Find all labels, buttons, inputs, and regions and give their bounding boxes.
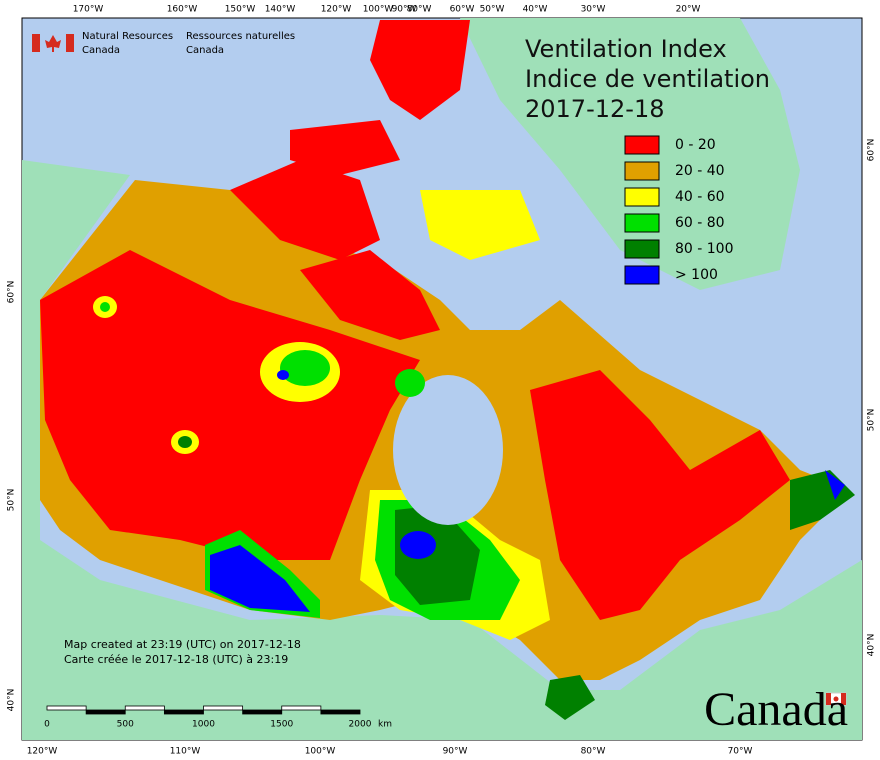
yellow-arctic bbox=[420, 190, 540, 260]
scale-label: 1500 bbox=[270, 720, 293, 730]
scale-segment bbox=[124, 705, 165, 711]
blue-ontario bbox=[400, 531, 436, 559]
ventilation-field bbox=[40, 20, 855, 720]
legend-swatch bbox=[624, 213, 660, 233]
latitude-label: 60°N bbox=[867, 139, 877, 162]
legend-label: 80 - 100 bbox=[675, 241, 734, 257]
blue-slave-lake bbox=[277, 370, 289, 380]
map-note: Map created at 23:19 (UTC) on 2017-12-18 bbox=[64, 638, 301, 651]
longitude-label: 80°W bbox=[581, 747, 606, 757]
legend-label: 40 - 60 bbox=[675, 189, 725, 205]
longitude-label: 100°W bbox=[305, 747, 336, 757]
longitude-label: 160°W bbox=[167, 5, 198, 15]
org-name: Canada bbox=[82, 45, 120, 56]
latitude-label: 50°N bbox=[867, 409, 877, 432]
map-title: Ventilation Index bbox=[525, 35, 727, 63]
longitude-label: 90°W bbox=[443, 747, 468, 757]
map-note: Carte créée le 2017-12-18 (UTC) à 23:19 bbox=[64, 653, 288, 666]
longitude-label: 40°W bbox=[523, 5, 548, 15]
red-arctic-2 bbox=[230, 160, 380, 260]
united-states bbox=[22, 160, 862, 740]
scale-label: 1000 bbox=[192, 720, 215, 730]
map-title: Indice de ventilation bbox=[525, 65, 770, 93]
org-name: Natural Resources bbox=[82, 31, 173, 42]
latitude-label: 40°N bbox=[867, 634, 877, 657]
latitude-label: 50°N bbox=[7, 489, 17, 512]
green-hudson-west bbox=[395, 369, 425, 397]
scale-segment bbox=[320, 709, 361, 715]
longitude-label: 60°W bbox=[450, 5, 475, 15]
scale-segment bbox=[203, 705, 244, 711]
blue-prairie bbox=[210, 545, 310, 612]
legend-swatch bbox=[624, 265, 660, 285]
scale-label: 500 bbox=[117, 720, 134, 730]
legend-label: > 100 bbox=[675, 267, 718, 283]
legend-swatch bbox=[624, 187, 660, 207]
scale-label: 2000 bbox=[349, 720, 372, 730]
red-quebec bbox=[530, 370, 790, 620]
longitude-label: 70°W bbox=[728, 747, 753, 757]
legend-label: 0 - 20 bbox=[675, 137, 716, 153]
org-name: Canada bbox=[186, 45, 224, 56]
latitude-label: 40°N bbox=[7, 689, 17, 712]
scale-segment bbox=[163, 709, 204, 715]
scale-unit: km bbox=[378, 720, 392, 730]
longitude-label: 110°W bbox=[170, 747, 201, 757]
longitude-label: 100°W bbox=[363, 5, 394, 15]
legend-label: 20 - 40 bbox=[675, 163, 725, 179]
nrcan-logo bbox=[32, 34, 74, 52]
flag-bar bbox=[32, 34, 40, 52]
maple-leaf bbox=[45, 35, 61, 52]
longitude-label: 150°W bbox=[225, 5, 256, 15]
scale-segment bbox=[242, 709, 283, 715]
blue-newfoundland bbox=[825, 470, 845, 500]
green-alberta bbox=[178, 436, 192, 448]
scale-label: 0 bbox=[44, 720, 50, 730]
red-arctic-3 bbox=[300, 250, 440, 340]
flag-bar bbox=[66, 34, 74, 52]
red-arctic-1 bbox=[370, 20, 470, 120]
red-arctic-4 bbox=[290, 120, 400, 175]
legend-swatch bbox=[624, 161, 660, 181]
longitude-label: 80°W bbox=[407, 5, 432, 15]
longitude-label: 120°W bbox=[321, 5, 352, 15]
green-southern-ontario bbox=[545, 675, 595, 720]
legend-label: 60 - 80 bbox=[675, 215, 725, 231]
red-west bbox=[40, 250, 420, 560]
longitude-label: 170°W bbox=[73, 5, 104, 15]
scale-segment bbox=[46, 705, 87, 711]
hudson-bay bbox=[393, 375, 503, 525]
org-name: Ressources naturelles bbox=[186, 31, 295, 42]
green-slave-lake bbox=[280, 350, 330, 386]
scale-segment bbox=[85, 709, 126, 715]
flag-bar bbox=[826, 693, 831, 705]
wordmark: Canada bbox=[704, 683, 848, 736]
scale-segment bbox=[281, 705, 322, 711]
map-title: 2017-12-18 bbox=[525, 95, 664, 123]
darkgreen-ontario bbox=[395, 505, 480, 605]
legend-swatch bbox=[624, 239, 660, 259]
wordmark-flag bbox=[825, 692, 847, 706]
longitude-label: 20°W bbox=[676, 5, 701, 15]
latitude-label: 60°N bbox=[7, 281, 17, 304]
longitude-label: 30°W bbox=[581, 5, 606, 15]
longitude-label: 120°W bbox=[27, 747, 58, 757]
longitude-label: 90°W bbox=[392, 5, 417, 15]
longitude-label: 140°W bbox=[265, 5, 296, 15]
flag-bar bbox=[841, 693, 846, 705]
green-yukon bbox=[100, 302, 110, 312]
longitude-label: 50°W bbox=[480, 5, 505, 15]
maple-leaf bbox=[833, 696, 839, 702]
legend-swatch bbox=[624, 135, 660, 155]
